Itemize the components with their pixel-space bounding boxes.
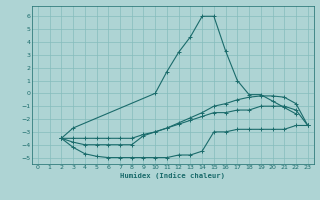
X-axis label: Humidex (Indice chaleur): Humidex (Indice chaleur) — [120, 172, 225, 179]
